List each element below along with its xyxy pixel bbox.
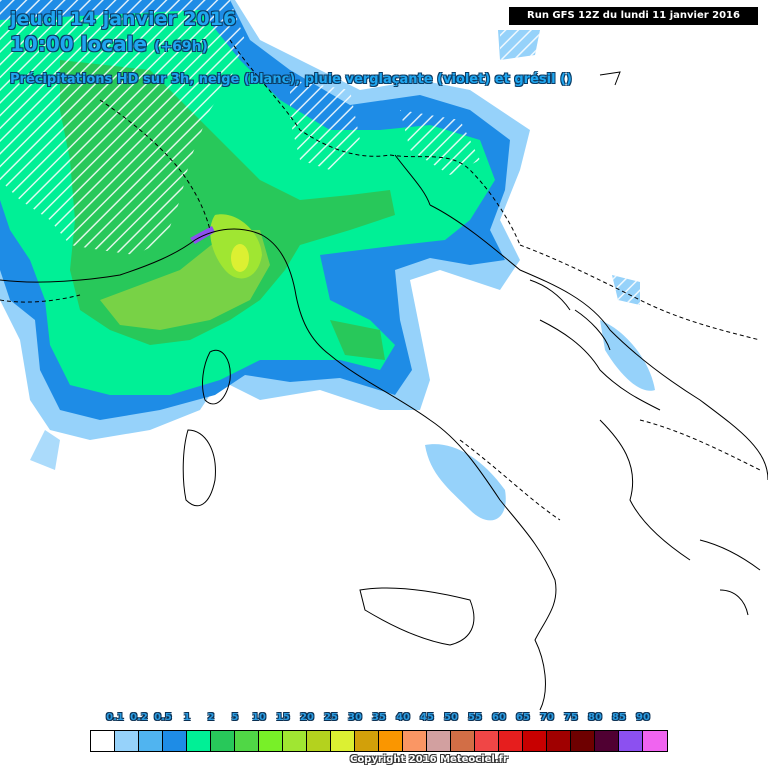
legend-tick-label: 50 xyxy=(444,712,458,723)
legend-swatch xyxy=(475,731,499,751)
forecast-time: 10:00 locale (+69h) xyxy=(10,32,208,56)
legend-tick-label: 90 xyxy=(636,712,650,723)
legend-tick-label: 45 xyxy=(420,712,434,723)
legend-tick-label: 1 xyxy=(183,712,191,723)
legend-swatch xyxy=(259,731,283,751)
legend-swatch xyxy=(355,731,379,751)
coastlines xyxy=(0,71,768,711)
legend-tick-label: 35 xyxy=(372,712,386,723)
legend-swatch xyxy=(235,731,259,751)
legend-tick-label: 25 xyxy=(324,712,338,723)
legend-tick-label: 5 xyxy=(231,712,239,723)
legend-swatch xyxy=(643,731,667,751)
snow-hatch-area xyxy=(0,0,640,305)
legend-tick-label: 60 xyxy=(492,712,506,723)
legend-tick-label: 40 xyxy=(396,712,410,723)
legend-swatch xyxy=(403,731,427,751)
legend-swatch xyxy=(523,731,547,751)
legend-tick-label: 0.2 xyxy=(130,712,148,723)
forecast-lead-time: (+69h) xyxy=(153,39,208,55)
legend-tick-label: 65 xyxy=(516,712,530,723)
copyright-notice: Copyright 2016 Meteociel.fr xyxy=(350,754,508,765)
legend-tick-label: 2 xyxy=(207,712,215,723)
legend-swatch xyxy=(139,731,163,751)
legend-swatch xyxy=(451,731,475,751)
legend-swatch xyxy=(283,731,307,751)
forecast-date: jeudi 14 janvier 2016 xyxy=(10,8,237,30)
legend-swatch xyxy=(163,731,187,751)
legend-tick-label: 15 xyxy=(276,712,290,723)
legend-swatch xyxy=(187,731,211,751)
legend-swatch xyxy=(91,731,115,751)
legend-tick-label: 55 xyxy=(468,712,482,723)
legend-swatch xyxy=(307,731,331,751)
legend-tick-label: 85 xyxy=(612,712,626,723)
legend-swatch xyxy=(211,731,235,751)
legend-tick-label: 80 xyxy=(588,712,602,723)
legend-tick-label: 0.5 xyxy=(154,712,172,723)
legend-tick-label: 30 xyxy=(348,712,362,723)
map-description: Précipitations HD sur 3h, neige (blanc),… xyxy=(10,72,572,87)
model-run-info: Run GFS 12Z du lundi 11 janvier 2016 xyxy=(509,7,758,25)
country-borders xyxy=(0,39,761,521)
legend-swatch xyxy=(427,731,451,751)
legend-swatch xyxy=(115,731,139,751)
legend-swatch xyxy=(547,731,571,751)
legend-tick-label: 70 xyxy=(540,712,554,723)
legend-swatch xyxy=(619,731,643,751)
legend-tick-label: 20 xyxy=(300,712,314,723)
legend-swatch xyxy=(331,731,355,751)
legend-swatches xyxy=(90,730,668,752)
legend-swatch xyxy=(595,731,619,751)
legend-swatch xyxy=(379,731,403,751)
forecast-time-value: 10:00 locale xyxy=(10,32,147,56)
legend-tick-label: 10 xyxy=(252,712,266,723)
legend-swatch xyxy=(571,731,595,751)
precipitation-legend: 0.1 0.2 0.5 1 2 5 10 15 20 25 30 35 40 45 50 55 60 65 70 75… xyxy=(90,712,668,752)
legend-tick-label: 0.1 xyxy=(106,712,124,723)
legend-swatch xyxy=(499,731,523,751)
legend-tick-label: 75 xyxy=(564,712,578,723)
